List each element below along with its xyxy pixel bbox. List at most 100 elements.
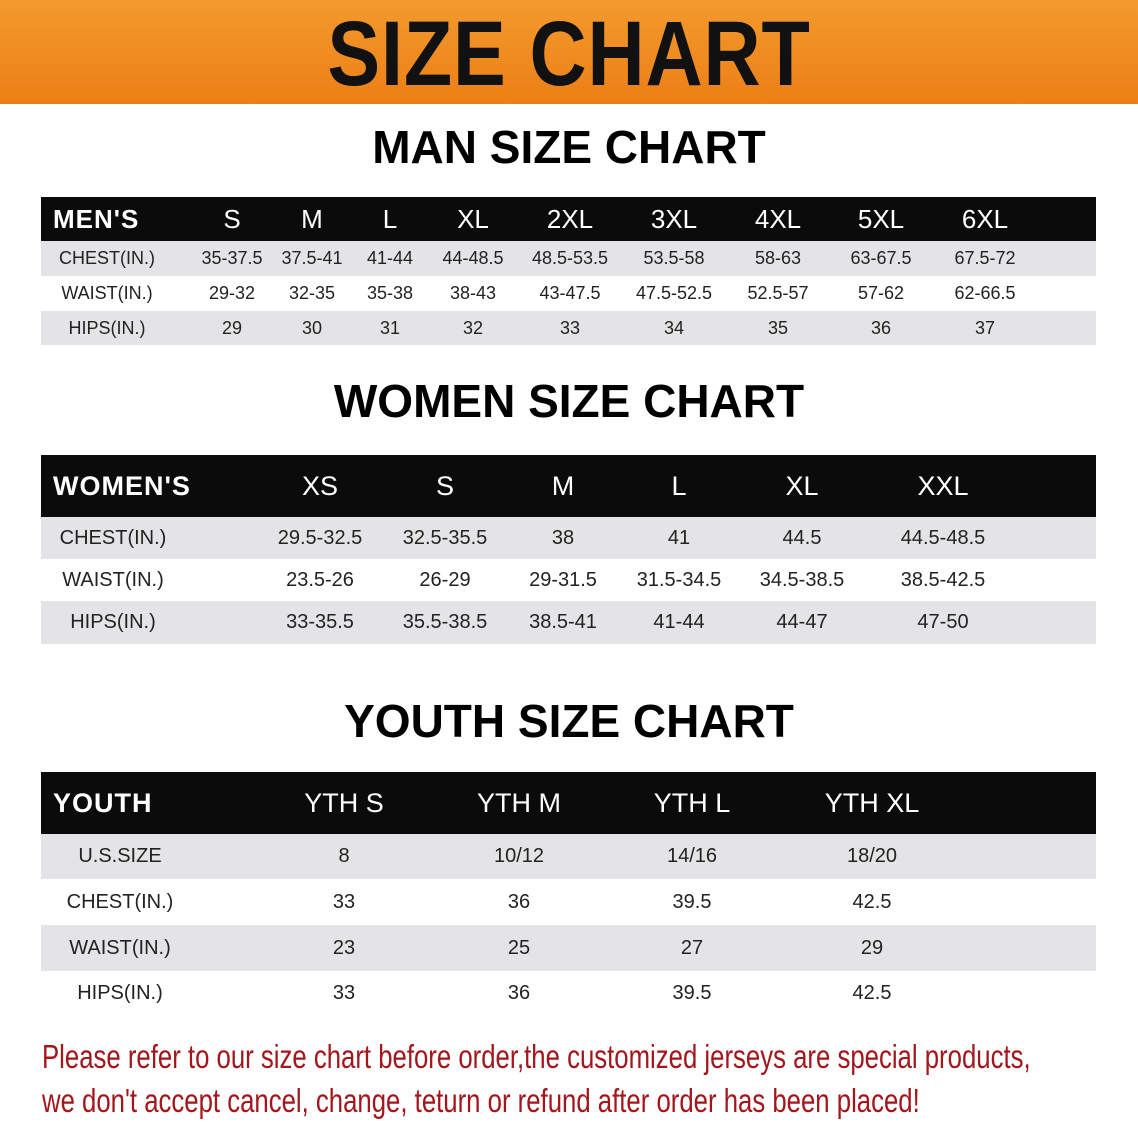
measurement-cell: 31.5-34.5 — [636, 568, 722, 591]
measurement-cell: 52.5-57 — [747, 283, 809, 303]
women-table-row: HIPS(IN.) 33-35.5 35.5-38.5 38.5-41 41-44 44-… — [41, 601, 1096, 644]
women-header-row: WOMEN'S XS S M L XL XXL — [41, 455, 1096, 517]
measurement-cell: 38.5-42.5 — [900, 568, 986, 591]
measurement-cell: 44.5 — [782, 526, 822, 549]
measurement-cell: 42.5 — [852, 982, 892, 1004]
men-size-header: 4XL — [754, 203, 802, 234]
measurement-cell: 35.5-38.5 — [402, 611, 488, 633]
measurement-cell: 33 — [332, 982, 356, 1004]
women-size-header: L — [671, 470, 687, 501]
men-table-row: CHEST(IN.) 35-37.5 37.5-41 41-44 44-48.5 48.5… — [41, 241, 1096, 276]
measurement-cell: 41 — [667, 526, 691, 549]
youth-size-header: YTH S — [304, 787, 384, 818]
measurement-cell: 57-62 — [857, 283, 905, 303]
measurement-cell: 47-50 — [917, 611, 969, 633]
measurement-cell: 35 — [767, 317, 789, 338]
men-size-header: 2XL — [546, 203, 594, 234]
men-size-header: 6XL — [961, 203, 1009, 234]
women-size-header: M — [551, 470, 575, 501]
men-size-header: M — [301, 203, 323, 234]
men-size-header: L — [382, 203, 398, 234]
measurement-cell: 44-47 — [776, 611, 828, 633]
row-label: WAIST(IN.) — [62, 568, 164, 591]
youth-table-row: WAIST(IN.) 23 25 27 29 — [41, 925, 1096, 971]
measurement-cell: 42.5 — [852, 890, 892, 913]
measurement-cell: 10/12 — [493, 845, 545, 867]
measurement-cell: 32 — [462, 317, 484, 338]
women-header-label: WOMEN'S — [53, 470, 191, 501]
measurement-cell: 53.5-58 — [643, 248, 705, 268]
measurement-cell: 38 — [551, 526, 575, 549]
youth-size-header: YTH XL — [824, 787, 920, 818]
row-label: CHEST(IN.) — [59, 526, 167, 549]
men-size-header: XL — [457, 203, 489, 234]
measurement-cell: 36 — [507, 982, 531, 1004]
measurement-cell: 29 — [221, 317, 243, 338]
measurement-cell: 29-32 — [208, 283, 256, 303]
measurement-cell: 38-43 — [449, 283, 497, 303]
measurement-cell: 26-29 — [419, 568, 471, 591]
measurement-cell: 34 — [663, 317, 685, 338]
measurement-cell: 37.5-41 — [281, 248, 343, 268]
measurement-cell: 18/20 — [846, 845, 898, 867]
measurement-cell: 36 — [870, 317, 892, 338]
men-section-title: MAN SIZE CHART — [372, 121, 766, 173]
youth-table-row: CHEST(IN.) 33 36 39.5 42.5 — [41, 879, 1096, 925]
youth-header-label: YOUTH — [53, 787, 153, 818]
measurement-cell: 63-67.5 — [850, 248, 912, 268]
row-label: HIPS(IN.) — [77, 982, 163, 1004]
row-label: HIPS(IN.) — [70, 611, 156, 633]
measurement-cell: 39.5 — [672, 890, 712, 913]
women-size-header: XL — [785, 470, 819, 501]
notice-line-2: we don't accept cancel, change, teturn o… — [42, 1082, 920, 1119]
measurement-cell: 41-44 — [366, 248, 414, 268]
measurement-cell: 43-47.5 — [539, 283, 601, 303]
measurement-cell: 34.5-38.5 — [759, 568, 845, 591]
notice-line-1: Please refer to our size chart before or… — [42, 1038, 1031, 1075]
row-label: HIPS(IN.) — [68, 317, 146, 338]
measurement-cell: 41-44 — [653, 611, 705, 633]
measurement-cell: 33 — [332, 890, 356, 913]
men-header-label: MEN'S — [53, 203, 140, 234]
row-label: U.S.SIZE — [78, 845, 162, 867]
measurement-cell: 44-48.5 — [442, 248, 504, 268]
measurement-cell: 32-35 — [288, 283, 336, 303]
measurement-cell: 29.5-32.5 — [277, 526, 363, 549]
measurement-cell: 23 — [332, 936, 356, 959]
measurement-cell: 62-66.5 — [954, 283, 1016, 303]
youth-table-row: U.S.SIZE 8 10/12 14/16 18/20 — [41, 834, 1096, 879]
women-size-header: XXL — [917, 470, 969, 501]
banner: SIZE CHART — [0, 0, 1138, 105]
women-table-row: CHEST(IN.) 29.5-32.5 32.5-35.5 38 41 44.5 44.5… — [41, 517, 1096, 559]
row-label: WAIST(IN.) — [69, 936, 171, 959]
row-label: CHEST(IN.) — [59, 248, 155, 268]
women-section-title: WOMEN SIZE CHART — [333, 375, 805, 427]
measurement-cell: 67.5-72 — [954, 248, 1016, 268]
women-table-row: WAIST(IN.) 23.5-26 26-29 29-31.5 31.5-34.5 34… — [41, 559, 1096, 601]
measurement-cell: 47.5-52.5 — [635, 283, 713, 303]
measurement-cell: 31 — [379, 317, 401, 338]
men-header-row: MEN'S S M L XL 2XL 3XL 4XL 5XL 6XL — [41, 197, 1096, 241]
measurement-cell: 37 — [974, 317, 996, 338]
measurement-cell: 25 — [507, 936, 531, 959]
youth-section-title: YOUTH SIZE CHART — [344, 695, 794, 747]
youth-table-row: HIPS(IN.) 33 36 39.5 42.5 — [41, 971, 1096, 1016]
measurement-cell: 36 — [507, 890, 531, 913]
men-size-header: 3XL — [650, 203, 698, 234]
measurement-cell: 38.5-41 — [529, 611, 597, 633]
measurement-cell: 33-35.5 — [286, 611, 354, 633]
measurement-cell: 14/16 — [666, 845, 718, 867]
women-size-header: XS — [301, 470, 339, 501]
youth-header-row: YOUTH YTH S YTH M YTH L YTH XL — [41, 772, 1096, 834]
measurement-cell: 23.5-26 — [286, 568, 354, 591]
men-table-row: HIPS(IN.) 29 30 31 32 33 34 35 36 37 — [41, 311, 1096, 345]
measurement-cell: 58-63 — [754, 248, 802, 268]
men-size-header: 5XL — [857, 203, 905, 234]
row-label: WAIST(IN.) — [61, 283, 153, 303]
measurement-cell: 33 — [559, 317, 581, 338]
men-table-row: WAIST(IN.) 29-32 32-35 35-38 38-43 43-47.5 47.… — [41, 276, 1096, 311]
measurement-cell: 27 — [680, 936, 704, 959]
measurement-cell: 32.5-35.5 — [402, 526, 488, 549]
banner-title: SIZE CHART — [327, 3, 811, 105]
measurement-cell: 29 — [860, 936, 884, 959]
